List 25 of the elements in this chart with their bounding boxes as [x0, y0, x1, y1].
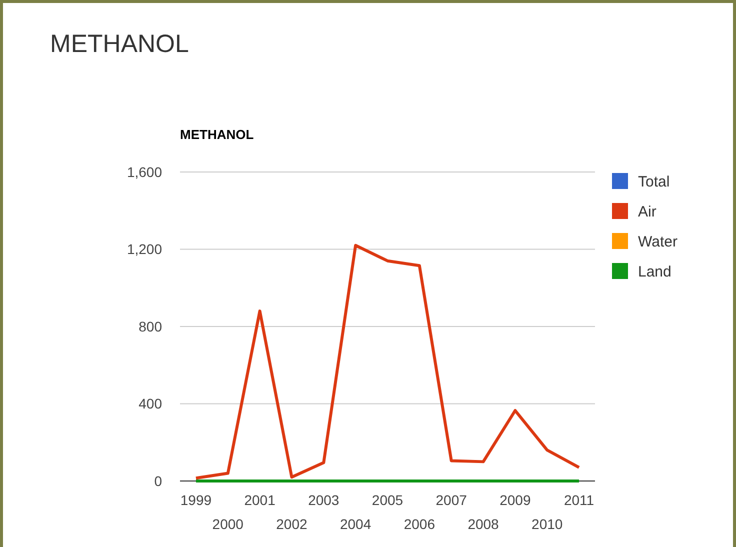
x-tick-label: 2011 — [564, 492, 594, 508]
legend-label: Total — [638, 173, 670, 190]
x-tick-label: 2007 — [436, 492, 468, 508]
legend-label: Land — [638, 263, 672, 280]
x-tick-label: 1999 — [180, 492, 212, 508]
x-tick-label: 2002 — [276, 516, 308, 532]
chart-title: METHANOL — [50, 30, 189, 58]
x-tick-label: 2008 — [468, 516, 500, 532]
x-tick-label: 2001 — [244, 492, 276, 508]
legend-label: Water — [638, 233, 678, 250]
x-tick-label: 2009 — [500, 492, 531, 508]
y-tick-label: 1,200 — [126, 241, 162, 258]
chart-subtitle: METHANOL — [180, 127, 254, 142]
x-tick-label: 2003 — [308, 492, 340, 508]
x-tick-label: 2000 — [212, 516, 244, 532]
x-tick-label: 2010 — [532, 516, 563, 532]
y-tick-label: 800 — [138, 318, 162, 334]
x-tick-label: 2005 — [372, 492, 404, 508]
x-tick-label: 2004 — [340, 516, 372, 532]
legend-label: Air — [638, 203, 656, 220]
y-tick-label: 0 — [154, 472, 162, 489]
y-tick-label: 400 — [138, 396, 162, 412]
y-tick-label: 1,600 — [126, 164, 162, 180]
x-tick-label: 2006 — [404, 516, 436, 532]
line-series — [194, 244, 581, 480]
